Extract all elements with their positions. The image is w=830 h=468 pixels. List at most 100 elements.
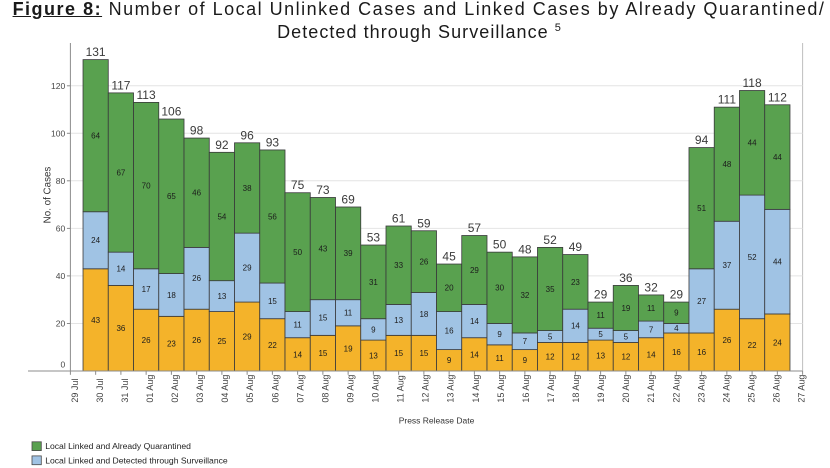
svg-text:17: 17 [142, 285, 151, 294]
svg-text:11: 11 [344, 309, 353, 318]
svg-text:39: 39 [344, 249, 353, 258]
svg-text:52: 52 [543, 233, 557, 247]
svg-text:32: 32 [644, 280, 658, 294]
svg-text:24: 24 [773, 338, 782, 347]
svg-text:38: 38 [243, 184, 252, 193]
svg-text:19 Aug: 19 Aug [596, 375, 606, 403]
svg-text:0: 0 [60, 359, 65, 369]
svg-text:111: 111 [718, 93, 737, 107]
svg-text:15: 15 [318, 313, 327, 322]
svg-text:26: 26 [419, 258, 428, 267]
svg-text:50: 50 [293, 248, 302, 257]
svg-text:44: 44 [748, 139, 757, 148]
svg-text:75: 75 [291, 178, 305, 192]
svg-text:27 Aug: 27 Aug [797, 375, 807, 403]
svg-text:5: 5 [598, 330, 603, 339]
svg-text:02 Aug: 02 Aug [170, 375, 180, 403]
svg-text:14: 14 [116, 265, 125, 274]
svg-text:33: 33 [394, 261, 403, 270]
svg-text:67: 67 [116, 168, 125, 177]
svg-text:11: 11 [293, 321, 302, 330]
svg-text:60: 60 [56, 223, 66, 233]
svg-text:21 Aug: 21 Aug [646, 375, 656, 403]
svg-text:52: 52 [748, 253, 757, 262]
svg-text:05 Aug: 05 Aug [245, 375, 255, 403]
svg-text:No. of Cases: No. of Cases [43, 167, 54, 224]
svg-text:15: 15 [394, 349, 403, 358]
svg-text:29: 29 [243, 264, 252, 273]
svg-text:43: 43 [91, 316, 100, 325]
svg-text:44: 44 [773, 153, 782, 162]
svg-text:18 Aug: 18 Aug [571, 375, 581, 403]
svg-text:48: 48 [518, 242, 532, 256]
svg-text:51: 51 [697, 204, 706, 213]
svg-text:12: 12 [621, 353, 630, 362]
svg-text:7: 7 [523, 337, 528, 346]
svg-text:46: 46 [192, 189, 201, 198]
svg-text:26 Aug: 26 Aug [772, 375, 782, 403]
svg-text:23 Aug: 23 Aug [696, 375, 706, 403]
svg-text:23: 23 [571, 278, 580, 287]
svg-text:22: 22 [748, 341, 757, 350]
svg-text:69: 69 [341, 193, 355, 207]
svg-text:20 Aug: 20 Aug [621, 375, 631, 403]
svg-text:14: 14 [571, 322, 580, 331]
svg-text:93: 93 [266, 135, 280, 149]
svg-text:Local Linked and Already Quara: Local Linked and Already Quarantined [45, 441, 191, 451]
svg-text:31: 31 [369, 278, 378, 287]
svg-text:106: 106 [161, 105, 181, 119]
svg-text:12: 12 [571, 353, 580, 362]
svg-text:29: 29 [470, 266, 479, 275]
svg-text:25: 25 [217, 337, 226, 346]
svg-text:15: 15 [419, 349, 428, 358]
svg-text:29: 29 [594, 288, 608, 302]
svg-text:131: 131 [86, 45, 106, 59]
svg-text:13: 13 [394, 316, 403, 325]
svg-text:19: 19 [344, 344, 353, 353]
svg-text:56: 56 [268, 212, 277, 221]
svg-text:96: 96 [240, 128, 254, 142]
svg-text:14: 14 [470, 317, 479, 326]
svg-text:20: 20 [445, 284, 454, 293]
svg-text:30 Jul: 30 Jul [95, 379, 105, 403]
svg-text:12 Aug: 12 Aug [421, 375, 431, 403]
svg-text:29: 29 [243, 332, 252, 341]
svg-text:09 Aug: 09 Aug [345, 375, 355, 403]
svg-text:50: 50 [493, 238, 507, 252]
svg-text:25 Aug: 25 Aug [746, 375, 756, 403]
svg-text:10 Aug: 10 Aug [371, 375, 381, 403]
svg-text:37: 37 [722, 261, 731, 270]
svg-text:36: 36 [116, 324, 125, 333]
svg-text:14: 14 [470, 350, 479, 359]
svg-text:29: 29 [670, 288, 684, 302]
svg-text:22 Aug: 22 Aug [671, 375, 681, 403]
svg-text:70: 70 [142, 182, 151, 191]
svg-text:32: 32 [520, 291, 529, 300]
svg-text:59: 59 [417, 216, 431, 230]
svg-text:11: 11 [596, 311, 605, 320]
svg-text:06 Aug: 06 Aug [270, 375, 280, 403]
svg-text:35: 35 [546, 285, 555, 294]
svg-text:9: 9 [674, 309, 679, 318]
svg-text:01 Aug: 01 Aug [145, 375, 155, 403]
svg-text:73: 73 [316, 183, 330, 197]
svg-text:19: 19 [621, 304, 630, 313]
svg-text:14 Aug: 14 Aug [471, 375, 481, 403]
svg-text:100: 100 [51, 128, 65, 138]
svg-text:5: 5 [624, 332, 629, 341]
svg-text:18: 18 [419, 310, 428, 319]
svg-text:26: 26 [192, 274, 201, 283]
svg-text:23: 23 [167, 340, 176, 349]
svg-text:16 Aug: 16 Aug [521, 375, 531, 403]
svg-text:113: 113 [137, 88, 156, 102]
svg-text:9: 9 [447, 356, 452, 365]
svg-text:7: 7 [649, 325, 654, 334]
svg-text:11 Aug: 11 Aug [396, 375, 406, 402]
svg-text:20: 20 [56, 319, 66, 329]
svg-text:07 Aug: 07 Aug [295, 375, 305, 403]
svg-text:16: 16 [672, 348, 681, 357]
svg-text:03 Aug: 03 Aug [195, 375, 205, 403]
svg-text:Local Linked and Detected thro: Local Linked and Detected through Survei… [45, 455, 228, 465]
svg-text:53: 53 [367, 231, 381, 245]
svg-text:30: 30 [495, 284, 504, 293]
